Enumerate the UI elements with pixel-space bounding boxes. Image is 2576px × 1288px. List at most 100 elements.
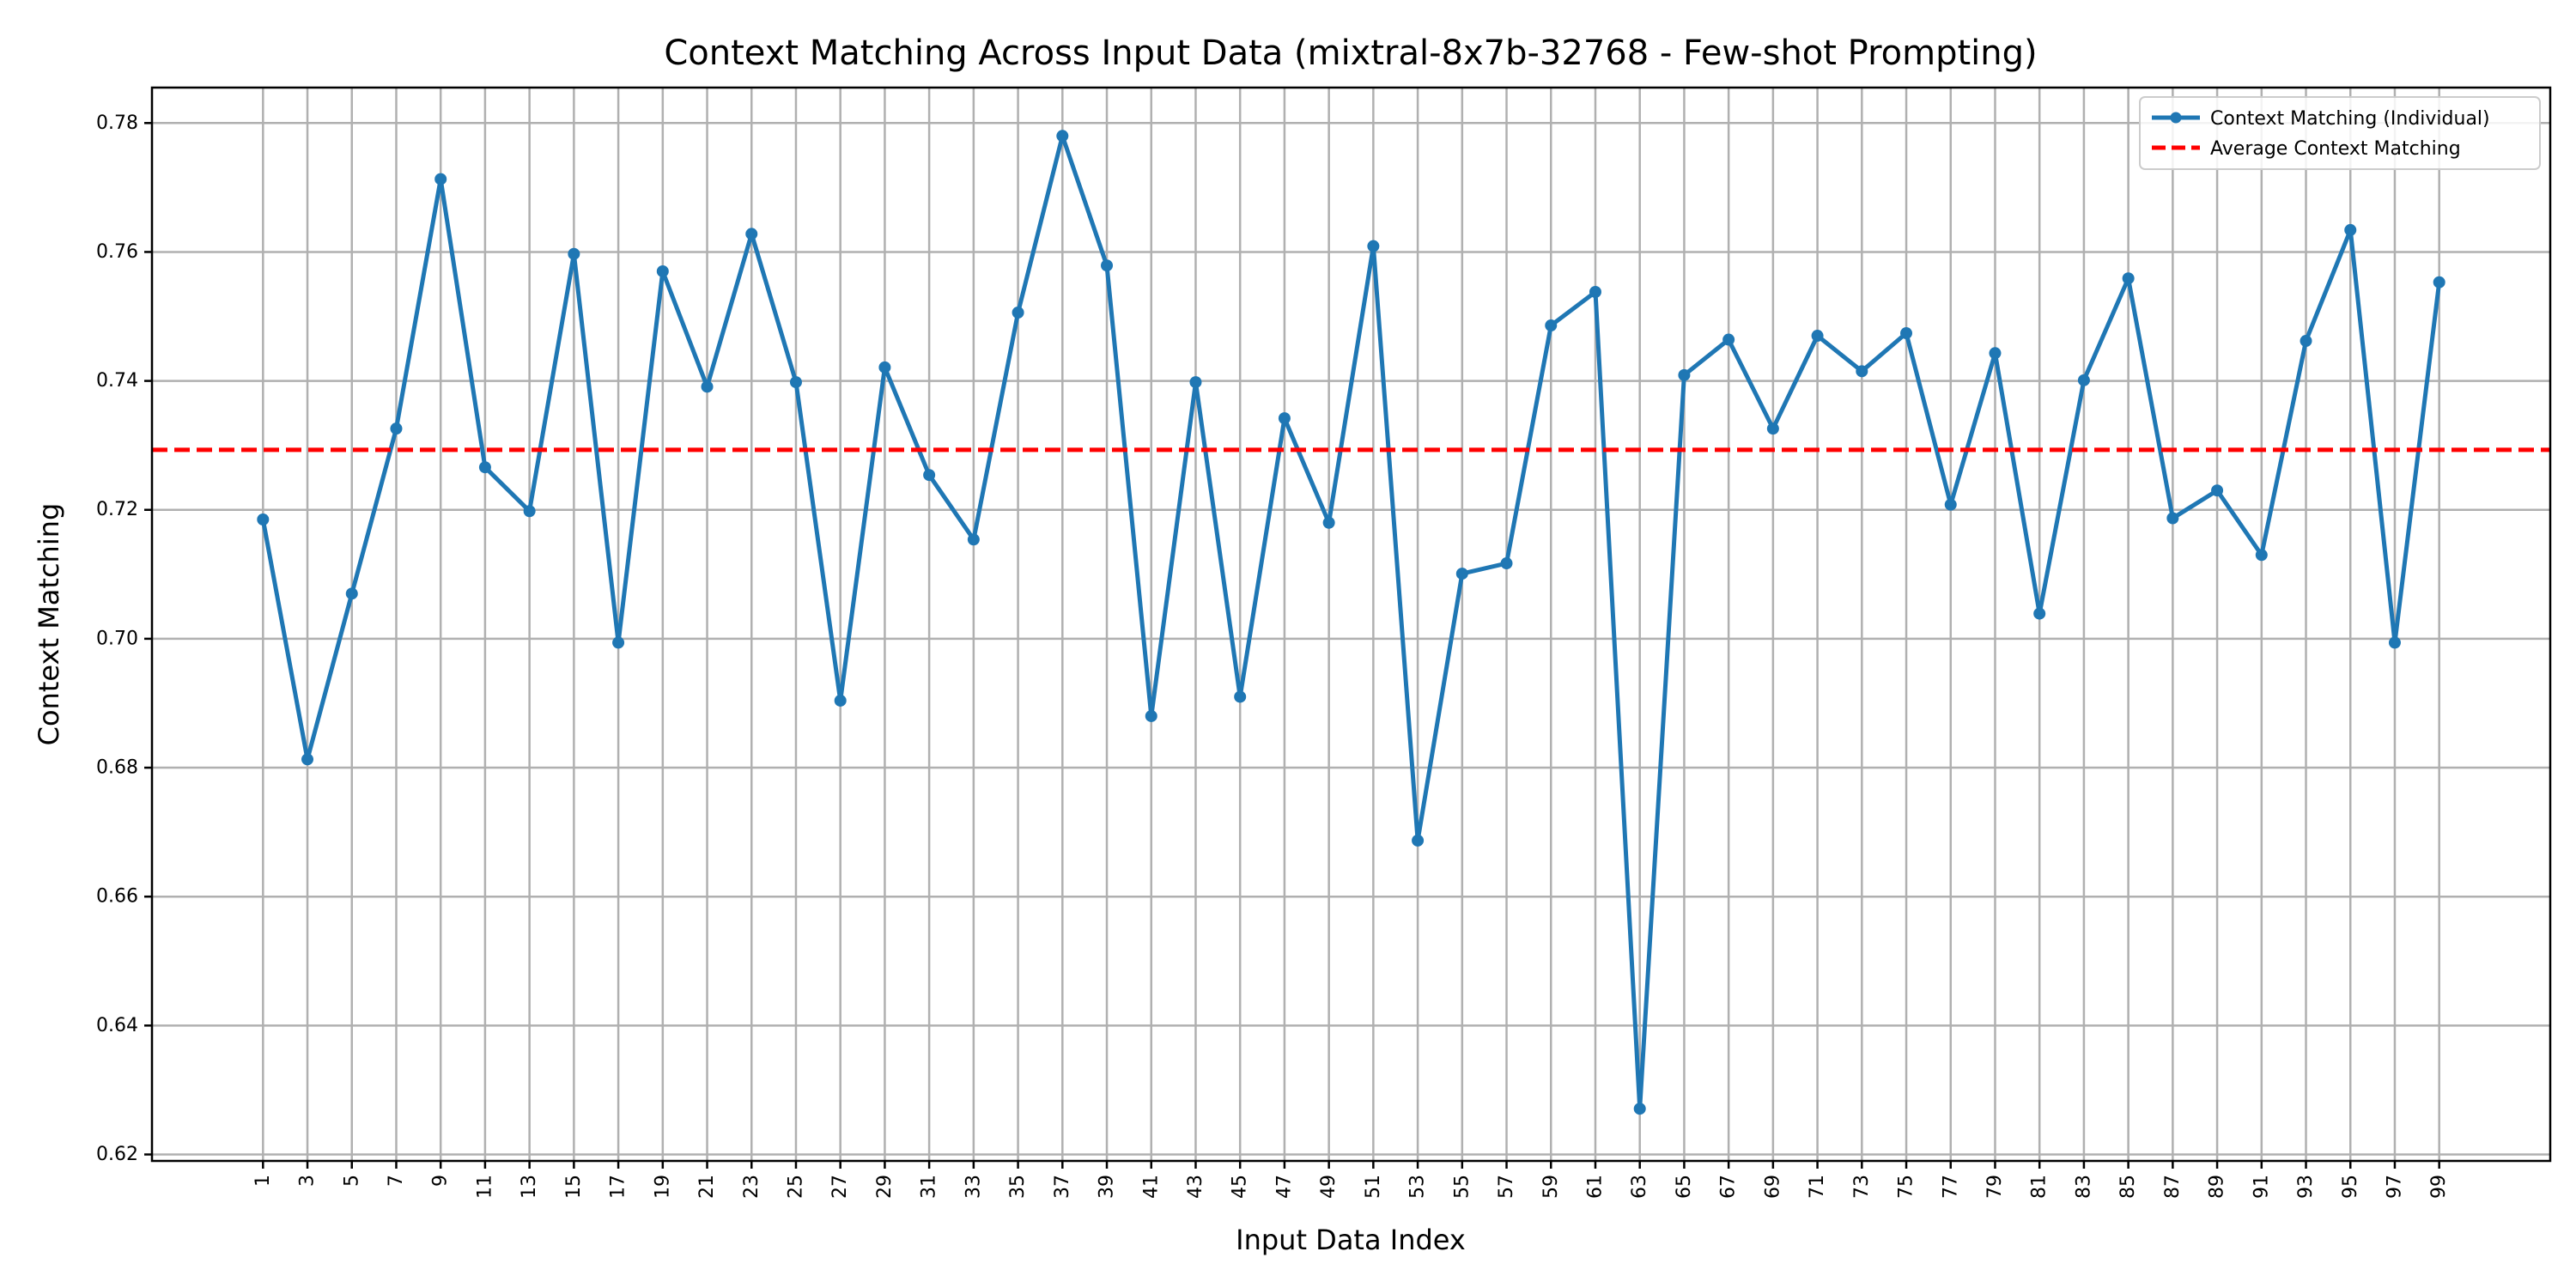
data-point: [1722, 333, 1735, 346]
x-tick-label: 39: [1097, 1175, 1118, 1199]
data-point: [1500, 557, 1513, 570]
x-tick-label: 67: [1718, 1175, 1740, 1199]
x-tick-label: 15: [563, 1175, 585, 1199]
y-tick-label: 0.70: [96, 628, 138, 649]
x-tick-label: 47: [1273, 1175, 1295, 1199]
x-axis-label: Input Data Index: [1236, 1224, 1466, 1256]
y-tick-label: 0.66: [96, 886, 138, 908]
data-point: [2077, 374, 2090, 386]
x-tick-label: 73: [1851, 1175, 1873, 1199]
x-tick-label: 69: [1762, 1175, 1783, 1199]
data-point: [1322, 516, 1335, 529]
x-tick-label: 35: [1007, 1175, 1029, 1199]
data-point: [2255, 549, 2268, 562]
data-point: [257, 513, 270, 526]
data-point: [1944, 498, 1957, 511]
legend-dot-individual: [2170, 112, 2182, 124]
series-line-individual: [260, 133, 2442, 1111]
data-point: [1189, 376, 1202, 389]
legend-label-average: Average Context Matching: [2210, 138, 2461, 160]
data-point: [568, 247, 580, 260]
x-tick-label: 59: [1540, 1175, 1562, 1199]
x-tick-label: 5: [341, 1175, 362, 1187]
x-tick-label: 19: [652, 1175, 673, 1199]
data-point: [1811, 330, 1824, 343]
x-tick-label: 33: [963, 1175, 984, 1199]
data-point: [745, 228, 758, 240]
data-point: [1145, 709, 1157, 722]
x-tick-label: 75: [1896, 1175, 1917, 1199]
x-tick-label: 93: [2295, 1175, 2317, 1199]
data-point: [878, 361, 891, 374]
data-point: [967, 533, 980, 546]
x-tick-label: 21: [696, 1175, 718, 1199]
x-tick-label: 83: [2073, 1175, 2094, 1199]
x-tick-label: 25: [785, 1175, 806, 1199]
data-point: [834, 694, 847, 707]
x-tick-label: 45: [1230, 1175, 1251, 1199]
data-point: [434, 173, 447, 185]
x-tick-label: 95: [2340, 1175, 2361, 1199]
x-tick-label: 99: [2428, 1175, 2450, 1199]
data-point: [2166, 512, 2179, 525]
x-tick-label: 11: [474, 1175, 495, 1199]
data-point: [923, 469, 936, 482]
data-point: [1856, 365, 1868, 378]
data-point: [1989, 347, 2002, 360]
data-point: [301, 753, 314, 766]
chart-title: Context Matching Across Input Data (mixt…: [664, 33, 2037, 73]
data-point: [1234, 690, 1247, 703]
data-point: [345, 587, 358, 600]
data-point: [1633, 1103, 1646, 1115]
x-tick-label: 49: [1318, 1175, 1340, 1199]
plot-frame: [150, 86, 2552, 1163]
x-tick-label: 79: [1984, 1175, 2006, 1199]
x-tick-label: 61: [1584, 1175, 1606, 1199]
grid-lines: [152, 88, 2550, 1161]
x-tick-label: 29: [874, 1175, 896, 1199]
x-tick-label: 81: [2029, 1175, 2050, 1199]
x-tick-label: 13: [519, 1175, 540, 1199]
data-point: [2033, 607, 2046, 620]
data-point: [1678, 368, 1691, 381]
legend: Context Matching (Individual) Average Co…: [2139, 96, 2541, 170]
data-point: [2433, 276, 2445, 289]
data-point: [390, 422, 403, 435]
x-tick-label: 27: [829, 1175, 851, 1199]
legend-label-individual: Context Matching (Individual): [2210, 108, 2490, 130]
series-layer: [152, 130, 2550, 1115]
x-tick-label: 77: [1940, 1175, 1961, 1199]
x-tick-label: 7: [386, 1175, 407, 1187]
data-point: [701, 380, 714, 393]
data-point: [1766, 422, 1779, 435]
x-tick-label: 97: [2384, 1175, 2405, 1199]
y-axis-label: Context Matching: [33, 503, 65, 746]
x-tick-label: 85: [2117, 1175, 2139, 1199]
data-point: [1412, 834, 1425, 847]
y-tick-label: 0.62: [96, 1144, 138, 1165]
data-point: [1056, 130, 1069, 143]
data-point: [1545, 319, 1558, 332]
x-tick-label: 55: [1451, 1175, 1473, 1199]
y-tick-label: 0.78: [96, 112, 138, 134]
data-point: [2300, 335, 2312, 348]
x-tick-label: 3: [297, 1175, 319, 1187]
data-point: [2388, 636, 2401, 649]
y-tick-label: 0.74: [96, 370, 138, 392]
data-point: [612, 636, 625, 649]
data-point: [1278, 412, 1291, 425]
data-point: [478, 461, 491, 474]
data-point: [1455, 568, 1468, 580]
x-tick-label: 53: [1407, 1175, 1429, 1199]
data-point: [1589, 285, 1601, 298]
y-tick-label: 0.76: [96, 241, 138, 263]
x-tick-label: 23: [741, 1175, 762, 1199]
data-point: [523, 505, 536, 518]
data-point: [1012, 307, 1024, 319]
x-tick-label: 17: [608, 1175, 629, 1199]
x-tick-label: 89: [2207, 1175, 2228, 1199]
data-point: [2211, 484, 2224, 497]
x-tick-label: 63: [1629, 1175, 1650, 1199]
